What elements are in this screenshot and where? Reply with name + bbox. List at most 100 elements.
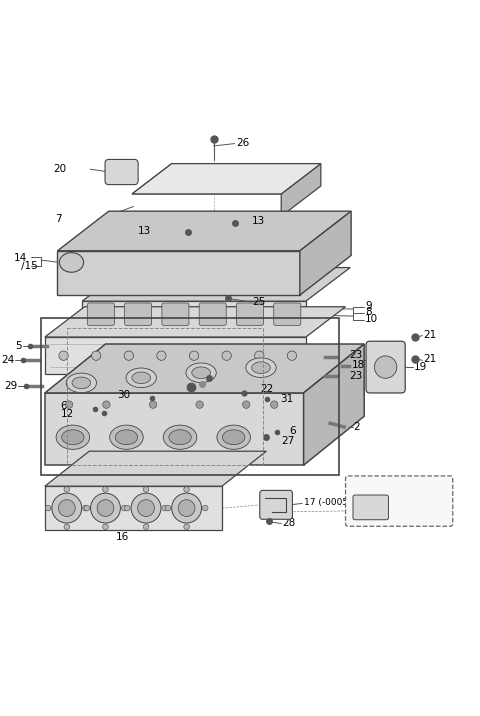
Text: 3: 3: [224, 368, 231, 378]
Ellipse shape: [186, 363, 216, 382]
Text: 27: 27: [281, 435, 294, 445]
Polygon shape: [45, 306, 346, 337]
Circle shape: [203, 505, 208, 511]
Text: 7: 7: [56, 214, 62, 224]
Text: 10: 10: [365, 314, 378, 324]
Text: 17 (-000529): 17 (-000529): [303, 498, 362, 507]
FancyBboxPatch shape: [125, 303, 152, 325]
FancyBboxPatch shape: [105, 160, 138, 185]
Circle shape: [196, 401, 204, 408]
Ellipse shape: [169, 430, 191, 445]
Polygon shape: [45, 337, 306, 374]
Circle shape: [125, 505, 130, 511]
Circle shape: [83, 505, 88, 511]
Circle shape: [103, 487, 108, 492]
Text: 20: 20: [54, 164, 67, 174]
Circle shape: [157, 351, 166, 360]
Text: 17: 17: [400, 501, 414, 511]
FancyBboxPatch shape: [237, 303, 264, 325]
Circle shape: [149, 401, 157, 408]
Text: 5: 5: [15, 342, 22, 352]
Text: 2: 2: [353, 422, 360, 432]
Text: 16: 16: [116, 533, 130, 543]
Ellipse shape: [163, 425, 197, 450]
FancyBboxPatch shape: [87, 303, 114, 325]
Polygon shape: [132, 164, 321, 194]
Circle shape: [184, 487, 189, 492]
Text: 13: 13: [137, 226, 151, 236]
Polygon shape: [45, 451, 266, 486]
Polygon shape: [303, 344, 364, 465]
FancyBboxPatch shape: [346, 476, 453, 526]
Text: 8: 8: [365, 307, 372, 317]
Circle shape: [91, 493, 120, 523]
Text: 18: 18: [352, 360, 365, 370]
Text: 22: 22: [261, 384, 274, 394]
Ellipse shape: [252, 362, 270, 374]
Text: 29: 29: [4, 381, 17, 391]
Polygon shape: [45, 486, 222, 531]
Text: 12: 12: [60, 409, 74, 419]
Circle shape: [64, 524, 70, 530]
Text: 21: 21: [423, 354, 437, 364]
FancyBboxPatch shape: [260, 490, 292, 519]
Text: 9: 9: [365, 301, 372, 311]
Circle shape: [178, 500, 195, 516]
Text: 6: 6: [60, 401, 67, 411]
Text: 31: 31: [280, 394, 294, 404]
Circle shape: [124, 351, 133, 360]
Circle shape: [143, 524, 149, 530]
Circle shape: [172, 493, 202, 523]
Polygon shape: [281, 164, 321, 216]
Ellipse shape: [61, 430, 84, 445]
Circle shape: [103, 524, 108, 530]
Circle shape: [242, 401, 250, 408]
Circle shape: [374, 356, 397, 378]
Text: ∕15: ∕15: [21, 260, 38, 270]
Ellipse shape: [110, 425, 143, 450]
Ellipse shape: [132, 372, 151, 384]
Ellipse shape: [60, 253, 84, 272]
Circle shape: [59, 500, 75, 516]
Polygon shape: [58, 251, 300, 295]
Bar: [41, 319, 339, 475]
Polygon shape: [82, 301, 306, 328]
FancyBboxPatch shape: [274, 303, 301, 325]
Ellipse shape: [56, 425, 90, 450]
Circle shape: [143, 487, 149, 492]
Polygon shape: [132, 164, 321, 194]
Circle shape: [84, 505, 90, 511]
Circle shape: [52, 493, 82, 523]
Circle shape: [255, 351, 264, 360]
Text: 6: 6: [289, 426, 296, 436]
Circle shape: [162, 505, 168, 511]
Circle shape: [121, 505, 127, 511]
Text: 28: 28: [283, 518, 296, 528]
Text: 23: 23: [349, 350, 362, 360]
Text: (000529-): (000529-): [353, 482, 398, 491]
Text: 4: 4: [220, 379, 226, 390]
Circle shape: [138, 500, 155, 516]
Ellipse shape: [72, 377, 91, 389]
Text: 14: 14: [14, 253, 27, 263]
Text: 21: 21: [423, 330, 437, 340]
Ellipse shape: [246, 358, 276, 377]
Circle shape: [64, 487, 70, 492]
Text: 25: 25: [252, 297, 265, 307]
Text: 26: 26: [236, 137, 249, 147]
Circle shape: [287, 351, 297, 360]
Polygon shape: [300, 211, 351, 295]
Circle shape: [97, 500, 114, 516]
Circle shape: [59, 351, 68, 360]
Circle shape: [184, 524, 190, 530]
Circle shape: [165, 505, 171, 511]
Text: 1: 1: [156, 379, 162, 390]
Circle shape: [131, 493, 161, 523]
Ellipse shape: [115, 430, 138, 445]
Text: 11: 11: [360, 353, 373, 363]
Ellipse shape: [126, 368, 156, 387]
FancyBboxPatch shape: [353, 495, 388, 520]
Circle shape: [65, 401, 73, 408]
Circle shape: [190, 351, 199, 360]
Text: 19: 19: [414, 362, 427, 372]
